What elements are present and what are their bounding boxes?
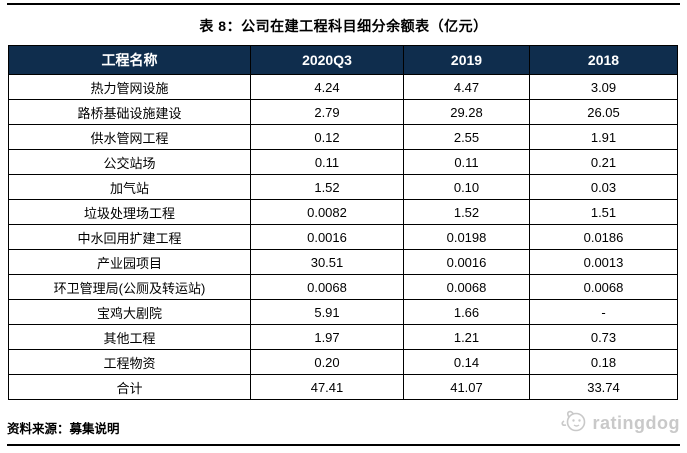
project-name-cell: 宝鸡大剧院 bbox=[8, 299, 251, 325]
table-title: 表 8：公司在建工程科目细分余额表（亿元） bbox=[199, 18, 488, 34]
value-cell: 2.55 bbox=[403, 124, 530, 150]
value-cell: 0.18 bbox=[529, 349, 678, 375]
table-row: 供水管网工程 0.12 2.55 1.91 bbox=[8, 124, 678, 150]
table-row: 加气站 1.52 0.10 0.03 bbox=[8, 174, 678, 200]
value-cell: 0.12 bbox=[250, 124, 404, 150]
table-row: 公交站场 0.11 0.11 0.21 bbox=[8, 149, 678, 175]
table-row: 路桥基础设施建设 2.79 29.28 26.05 bbox=[8, 99, 678, 125]
table-row: 合计 47.41 41.07 33.74 bbox=[8, 374, 678, 400]
value-cell: 1.97 bbox=[250, 324, 404, 350]
value-cell: 0.10 bbox=[403, 174, 530, 200]
value-cell: 0.14 bbox=[403, 349, 530, 375]
table-row: 环卫管理局(公厕及转运站) 0.0068 0.0068 0.0068 bbox=[8, 274, 678, 300]
value-cell: 4.47 bbox=[403, 74, 530, 100]
bottom-divider bbox=[7, 444, 680, 446]
value-cell: 2.79 bbox=[250, 99, 404, 125]
value-cell: - bbox=[529, 299, 678, 325]
project-name-cell: 热力管网设施 bbox=[8, 74, 251, 100]
project-name-cell: 公交站场 bbox=[8, 149, 251, 175]
table-body: 热力管网设施 4.24 4.47 3.09 路桥基础设施建设 2.79 29.28 26.05… bbox=[8, 74, 678, 400]
value-cell: 0.0186 bbox=[529, 224, 678, 250]
source-note: 资料来源：募集说明 bbox=[7, 422, 120, 436]
table-row: 中水回用扩建工程 0.0016 0.0198 0.0186 bbox=[8, 224, 678, 250]
column-header-2018: 2018 bbox=[529, 45, 678, 75]
value-cell: 0.0013 bbox=[529, 249, 678, 275]
project-name-cell: 其他工程 bbox=[8, 324, 251, 350]
value-cell: 1.21 bbox=[403, 324, 530, 350]
value-cell: 0.0068 bbox=[403, 274, 530, 300]
column-header-project-name: 工程名称 bbox=[8, 45, 251, 75]
project-name-cell: 路桥基础设施建设 bbox=[8, 99, 251, 125]
value-cell: 1.66 bbox=[403, 299, 530, 325]
table-row: 工程物资 0.20 0.14 0.18 bbox=[8, 349, 678, 375]
value-cell: 0.03 bbox=[529, 174, 678, 200]
table-row: 垃圾处理场工程 0.0082 1.52 1.51 bbox=[8, 199, 678, 225]
value-cell: 1.91 bbox=[529, 124, 678, 150]
value-cell: 1.52 bbox=[250, 174, 404, 200]
value-cell: 0.0016 bbox=[403, 249, 530, 275]
value-cell: 47.41 bbox=[250, 374, 404, 400]
value-cell: 1.52 bbox=[403, 199, 530, 225]
table-header-row: 工程名称 2020Q3 2019 2018 bbox=[8, 45, 678, 75]
column-header-2019: 2019 bbox=[403, 45, 530, 75]
value-cell: 0.0068 bbox=[529, 274, 678, 300]
value-cell: 0.0016 bbox=[250, 224, 404, 250]
project-name-cell: 合计 bbox=[8, 374, 251, 400]
brand-name: ratingdog bbox=[592, 413, 680, 433]
table-row: 产业园项目 30.51 0.0016 0.0013 bbox=[8, 249, 678, 275]
brand-logo: ratingdog bbox=[559, 408, 681, 439]
value-cell: 26.05 bbox=[529, 99, 678, 125]
top-divider bbox=[7, 3, 680, 5]
project-name-cell: 供水管网工程 bbox=[8, 124, 251, 150]
value-cell: 0.0082 bbox=[250, 199, 404, 225]
project-name-cell: 垃圾处理场工程 bbox=[8, 199, 251, 225]
table-row: 宝鸡大剧院 5.91 1.66- bbox=[8, 299, 678, 325]
value-cell: 0.0198 bbox=[403, 224, 530, 250]
construction-projects-table: 工程名称 2020Q3 2019 2018 热力管网设施 4.24 4.47 3.09 路桥基… bbox=[8, 45, 678, 400]
project-name-cell: 产业园项目 bbox=[8, 249, 251, 275]
table-row: 热力管网设施 4.24 4.47 3.09 bbox=[8, 74, 678, 100]
dog-face-icon bbox=[559, 408, 589, 439]
project-name-cell: 工程物资 bbox=[8, 349, 251, 375]
value-cell: 0.21 bbox=[529, 149, 678, 175]
value-cell: 5.91 bbox=[250, 299, 404, 325]
value-cell: 0.73 bbox=[529, 324, 678, 350]
value-cell: 33.74 bbox=[529, 374, 678, 400]
project-name-cell: 中水回用扩建工程 bbox=[8, 224, 251, 250]
value-cell: 0.20 bbox=[250, 349, 404, 375]
footer: 资料来源：募集说明 ratingdog bbox=[7, 408, 680, 439]
value-cell: 1.51 bbox=[529, 199, 678, 225]
value-cell: 30.51 bbox=[250, 249, 404, 275]
value-cell: 41.07 bbox=[403, 374, 530, 400]
project-name-cell: 加气站 bbox=[8, 174, 251, 200]
value-cell: 0.0068 bbox=[250, 274, 404, 300]
table-row: 其他工程 1.97 1.21 0.73 bbox=[8, 324, 678, 350]
project-name-cell: 环卫管理局(公厕及转运站) bbox=[8, 274, 251, 300]
value-cell: 0.11 bbox=[403, 149, 530, 175]
value-cell: 3.09 bbox=[529, 74, 678, 100]
value-cell: 0.11 bbox=[250, 149, 404, 175]
value-cell: 29.28 bbox=[403, 99, 530, 125]
value-cell: 4.24 bbox=[250, 74, 404, 100]
column-header-2020q3: 2020Q3 bbox=[250, 45, 404, 75]
